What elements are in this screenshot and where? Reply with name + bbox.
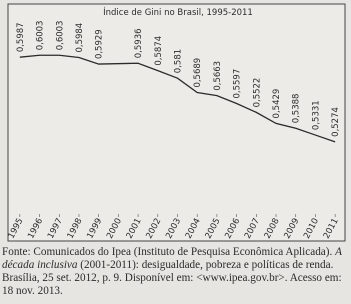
source-prefix: Fonte: Comunicados do Ipea (Instituto de… <box>2 246 333 258</box>
chart-frame <box>7 3 346 242</box>
source-note: Fonte: Comunicados do Ipea (Instituto de… <box>2 246 349 298</box>
data-line <box>19 54 336 143</box>
source-title: A década inclusiva <box>2 246 342 271</box>
chart: Índice de Gini no Brasil, 1995-2011 1995… <box>7 3 346 242</box>
value-label: 0,6003 <box>55 21 65 51</box>
value-label: 0,5984 <box>75 23 85 53</box>
value-label: 0,5274 <box>331 107 341 137</box>
value-label: 0,5987 <box>16 22 26 52</box>
value-label: 0,5597 <box>233 69 243 99</box>
value-label: 0,5689 <box>193 58 203 88</box>
value-label: 0,5663 <box>213 61 223 91</box>
value-label: 0,5936 <box>134 28 144 58</box>
value-label: 0,5522 <box>252 78 262 108</box>
value-label: 0,5429 <box>272 89 282 119</box>
source-rest: (2001-2011): desigualdade, pobreza e pol… <box>2 259 342 297</box>
value-label: 0,5874 <box>154 36 164 66</box>
value-label: 0,5388 <box>292 94 302 124</box>
chart-title: Índice de Gini no Brasil, 1995-2011 <box>103 6 253 18</box>
value-label: 0,5331 <box>311 100 321 130</box>
value-label: 0,6003 <box>36 21 46 51</box>
value-label: 0,581 <box>174 49 184 73</box>
value-label: 0,5929 <box>95 29 105 59</box>
